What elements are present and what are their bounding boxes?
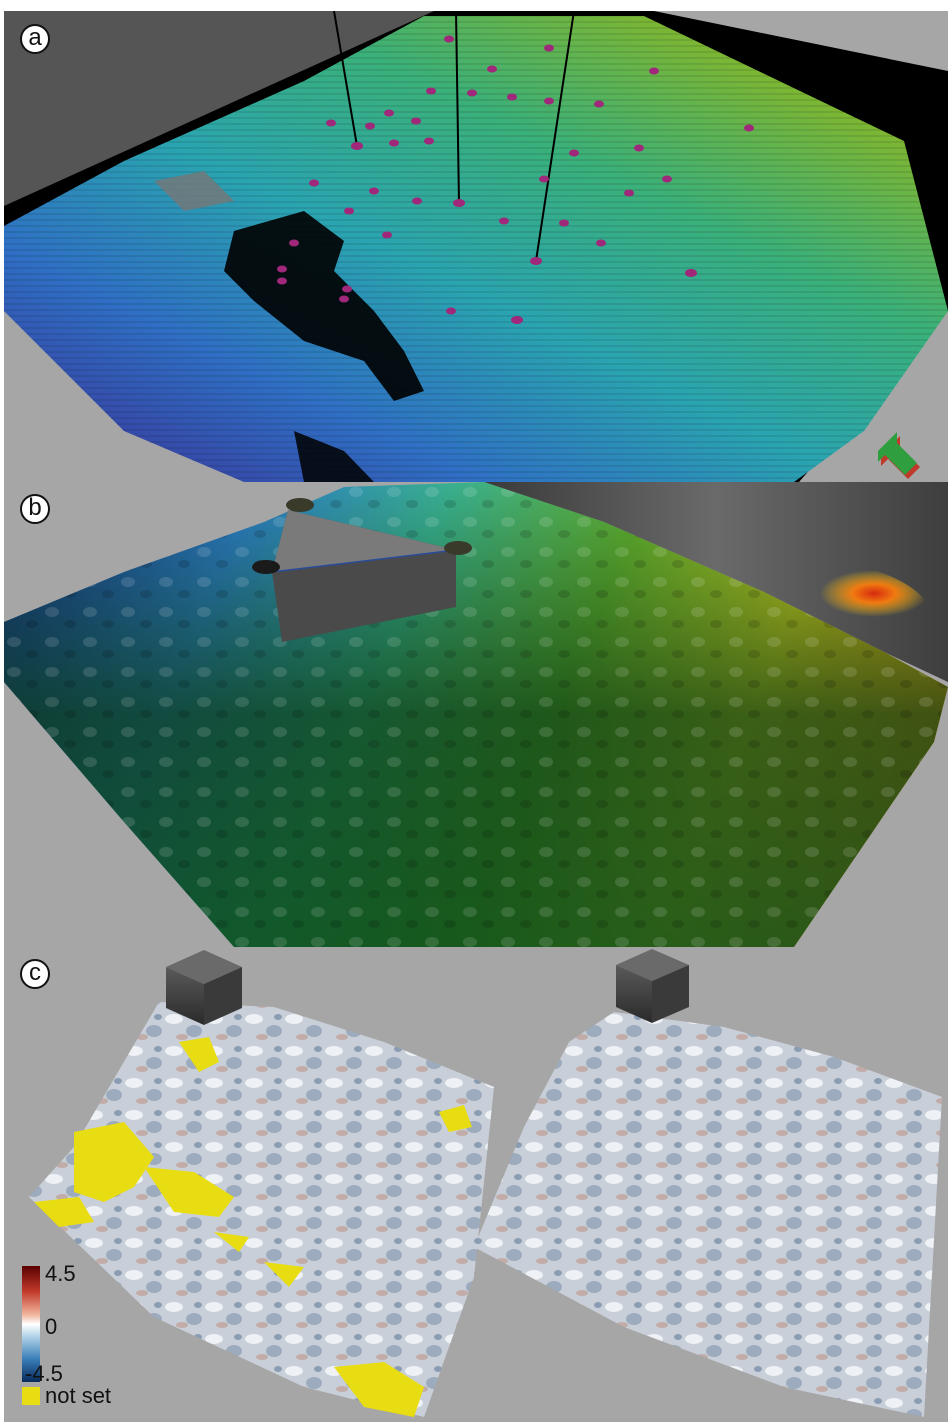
panel-c-render (4, 947, 948, 1422)
well-markers (277, 35, 754, 324)
colorbar-legend: 4.5 0 -4.5 not set (0, 1261, 160, 1422)
colorbar-max-label: 4.5 (45, 1261, 76, 1286)
horizon-gap-gray (154, 171, 234, 211)
panel-b-render (4, 482, 948, 947)
panel-a-label: a (20, 24, 50, 54)
horizon-hot-spot (634, 557, 934, 687)
attribute-surface-left (29, 1002, 494, 1417)
seismic-prism (252, 498, 472, 642)
well-path (535, 11, 575, 262)
seismic-cube-left (166, 950, 242, 1025)
well-path (455, 11, 460, 204)
panel-b: b (4, 482, 948, 947)
panel-a-gray-corner-left (4, 11, 434, 206)
seismic-cube-right (616, 949, 689, 1023)
horizon-surface-grid (4, 16, 948, 482)
colorbar (22, 1266, 40, 1382)
seismic-wall (484, 482, 948, 682)
attribute-surface-right (474, 1012, 942, 1417)
horizon-gap (224, 211, 424, 401)
panel-a: a (4, 11, 948, 482)
colorbar-min-label: -4.5 (25, 1361, 63, 1386)
panel-b-label: b (20, 494, 50, 524)
panel-c-label: c (20, 959, 50, 989)
colorbar-mid-label: 0 (45, 1314, 58, 1339)
orientation-arrow-icon (878, 432, 920, 479)
panel-a-gray-corner-right (654, 11, 948, 71)
panel-a-render (4, 11, 948, 482)
panel-c: c (4, 947, 948, 1422)
not-set-label: not set (45, 1383, 112, 1408)
well-path (333, 11, 358, 147)
not-set-regions (34, 1037, 472, 1417)
horizon-gap (294, 431, 374, 482)
not-set-swatch (22, 1387, 40, 1405)
